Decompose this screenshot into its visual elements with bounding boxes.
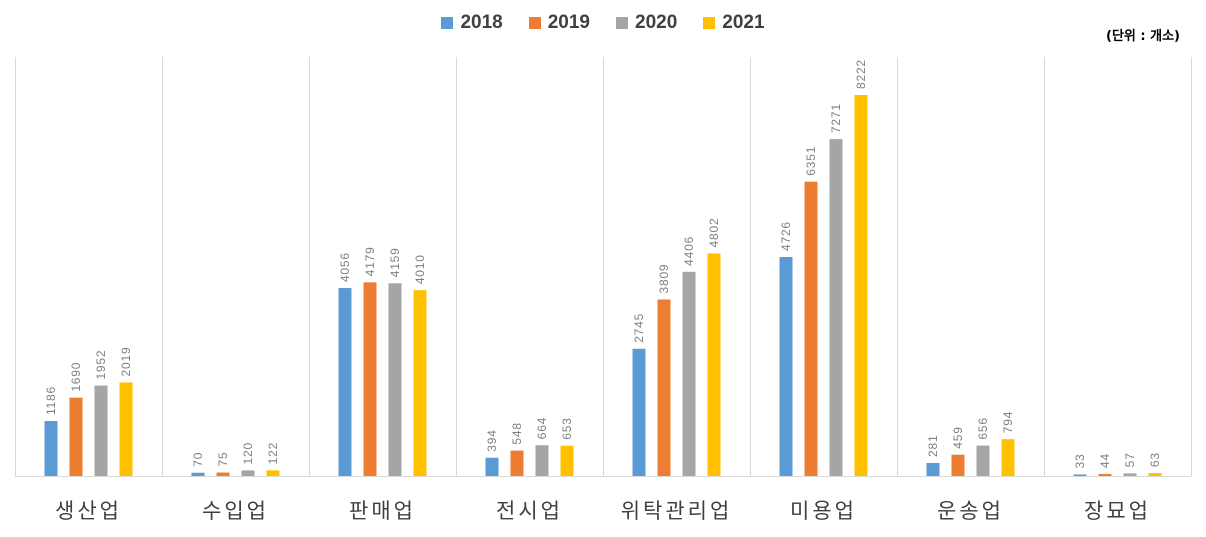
x-tick-label: 생산업 xyxy=(55,499,122,523)
data-label: 4159 xyxy=(388,247,402,277)
data-label: 57 xyxy=(1123,452,1137,467)
bar-2021-수입업 xyxy=(266,470,280,476)
data-label: 653 xyxy=(560,417,574,439)
data-label: 4406 xyxy=(682,236,696,266)
bar-2021-생산업 xyxy=(119,382,133,476)
bar-2020-운송업 xyxy=(976,445,990,476)
data-label: 394 xyxy=(485,429,499,451)
data-label: 4179 xyxy=(363,246,377,276)
data-label: 2019 xyxy=(119,347,133,377)
data-label: 548 xyxy=(510,422,524,444)
bar-2019-운송업 xyxy=(951,454,965,476)
data-label: 3809 xyxy=(657,264,671,294)
bar-2018-판매업 xyxy=(338,288,352,476)
data-label: 656 xyxy=(976,417,990,439)
data-label: 1690 xyxy=(69,362,83,392)
bar-2020-생산업 xyxy=(94,385,108,476)
legend-label: 2019 xyxy=(547,12,590,33)
bar-2021-전시업 xyxy=(560,445,574,476)
data-label: 1952 xyxy=(94,350,108,380)
data-label: 4056 xyxy=(338,252,352,282)
legend-label: 2021 xyxy=(722,12,765,33)
data-label: 281 xyxy=(926,435,940,457)
bar-2020-미용업 xyxy=(829,139,843,476)
bar-2021-위탁관리업 xyxy=(707,253,721,476)
x-tick-label: 위탁관리업 xyxy=(621,499,733,523)
legend-label: 2018 xyxy=(460,12,503,33)
bar-2018-장묘업 xyxy=(1073,474,1087,476)
data-label: 75 xyxy=(216,452,230,467)
bar-2021-판매업 xyxy=(413,290,427,476)
bar-2019-장묘업 xyxy=(1098,473,1112,476)
bar-2018-생산업 xyxy=(44,421,58,476)
chart-legend: 2018 2019 2020 2021 xyxy=(0,12,1206,34)
bar-2018-수입업 xyxy=(191,472,205,476)
bar-2020-판매업 xyxy=(388,283,402,476)
bar-2019-전시업 xyxy=(510,450,524,476)
bar-2020-수입업 xyxy=(241,470,255,476)
bar-2021-운송업 xyxy=(1001,439,1015,476)
legend-item-2021: 2021 xyxy=(703,12,765,34)
legend-swatch xyxy=(441,17,454,29)
bar-2018-위탁관리업 xyxy=(632,348,646,476)
data-label: 120 xyxy=(241,442,255,464)
bar-2019-미용업 xyxy=(804,181,818,476)
bar-2018-미용업 xyxy=(779,257,793,476)
legend-item-2019: 2019 xyxy=(528,12,590,34)
legend-swatch xyxy=(703,17,716,29)
data-label: 33 xyxy=(1073,454,1087,469)
bar-2019-생산업 xyxy=(69,397,83,476)
bar-2020-전시업 xyxy=(535,445,549,476)
x-tick-label: 수입업 xyxy=(202,499,269,523)
legend-swatch xyxy=(528,17,541,29)
x-tick-label: 전시업 xyxy=(496,499,563,523)
data-label: 6351 xyxy=(804,146,818,176)
x-tick-label: 장묘업 xyxy=(1084,499,1151,523)
legend-item-2020: 2020 xyxy=(616,12,677,34)
data-label: 664 xyxy=(535,417,549,439)
unit-label: (단위 : 개소) xyxy=(1106,29,1180,44)
bar-2021-장묘업 xyxy=(1148,473,1162,476)
bar-2019-판매업 xyxy=(363,282,377,476)
data-label: 63 xyxy=(1148,452,1162,467)
data-label: 459 xyxy=(951,426,965,448)
bar-2021-미용업 xyxy=(854,95,868,476)
bar-2018-운송업 xyxy=(926,462,940,476)
data-label: 2745 xyxy=(632,313,646,343)
data-label: 44 xyxy=(1098,453,1112,468)
data-label: 122 xyxy=(266,442,280,464)
bar-2018-전시업 xyxy=(485,457,499,476)
legend-swatch xyxy=(616,17,628,29)
x-tick-label: 미용업 xyxy=(790,499,857,523)
data-label: 7271 xyxy=(829,103,843,133)
data-label: 8222 xyxy=(854,59,868,89)
data-label: 1186 xyxy=(44,386,58,415)
data-label: 4802 xyxy=(707,218,721,248)
bar-2019-수입업 xyxy=(216,472,230,476)
bar-2019-위탁관리업 xyxy=(657,299,671,476)
legend-item-2018: 2018 xyxy=(441,12,503,34)
bar-2020-장묘업 xyxy=(1123,473,1137,476)
x-tick-label: 판매업 xyxy=(349,499,416,523)
data-label: 794 xyxy=(1001,411,1015,433)
data-label: 4726 xyxy=(779,221,793,251)
data-label: 70 xyxy=(191,452,205,467)
bar-2020-위탁관리업 xyxy=(682,271,696,476)
data-label: 4010 xyxy=(413,254,427,284)
x-tick-label: 운송업 xyxy=(937,499,1004,523)
legend-label: 2020 xyxy=(635,12,678,33)
